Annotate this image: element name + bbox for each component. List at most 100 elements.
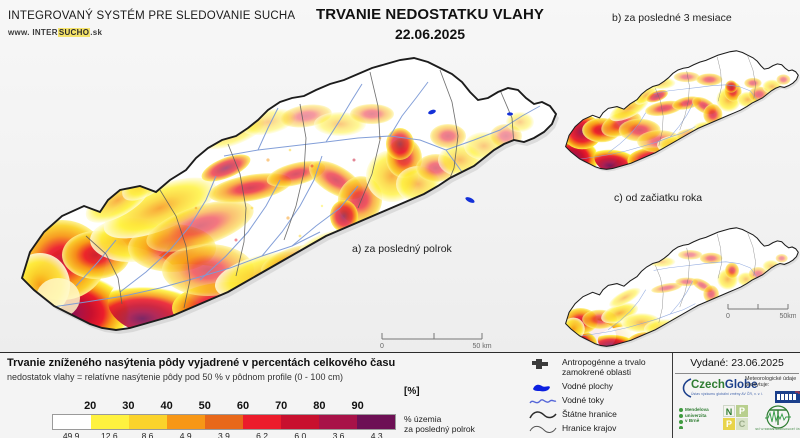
- slovakia-map-since-year-start: [564, 227, 800, 349]
- scalebar-main: 0 50 km: [380, 333, 492, 350]
- mendel-line2: univerzita: [685, 412, 707, 418]
- mendel-line1: Mendelova: [685, 407, 709, 412]
- ramp-tick-20: 20: [84, 400, 97, 412]
- slovakia-map-main: [20, 57, 559, 334]
- panel-c-label: c) od začiatku roka: [614, 192, 703, 204]
- ramp-cell-4: [205, 415, 243, 429]
- legend-title: Trvanie zníženého nasýtenia pôdy vyjadre…: [7, 357, 396, 369]
- slovakia-map-3months: [564, 50, 800, 172]
- area-share-6: 6.0: [294, 431, 307, 438]
- shmu-logo-icon: [775, 391, 800, 403]
- symbol-label-waterbody: Vodné plochy: [562, 381, 614, 391]
- area-share-3: 4.9: [179, 431, 192, 438]
- ramp-area-shares: 49.9 12.6 8.6 4.9 3.9 6.2 6.0 3.6 4.3: [52, 431, 396, 438]
- symbol-row-state-border: Štátne hranice: [528, 409, 668, 422]
- area-share-1: 12.6: [101, 431, 118, 438]
- npc-letter-n: N: [723, 405, 735, 417]
- legend-caption-line1: % územia: [404, 414, 442, 424]
- ramp-cell-3: [167, 415, 205, 429]
- scalebar-small: 0 50km: [726, 304, 796, 320]
- url-prefix: www. INTER: [8, 28, 58, 37]
- map-panel-a[interactable]: [0, 40, 560, 350]
- czechglobe-czech: Czech: [691, 379, 725, 391]
- drought-raster: [22, 58, 556, 330]
- ramp-tick-80: 80: [313, 400, 326, 412]
- czechglobe-globe: Globe: [724, 379, 758, 391]
- url-suffix: .sk: [90, 28, 103, 37]
- issued-date: Vydané: 23.06.2025: [690, 357, 784, 369]
- colour-ramp: [52, 414, 396, 430]
- npc-letter-p1: P: [736, 405, 748, 417]
- credits-panel: Vydané: 23.06.2025 CzechGlobe Ústav výzk…: [672, 353, 800, 438]
- scale-zero-small: 0: [726, 313, 730, 320]
- scale-zero-main: 0: [380, 343, 384, 350]
- ramp-cell-8: [357, 415, 395, 429]
- mendel-university-logo: Mendelova univerzita v Brně: [685, 407, 709, 424]
- ramp-cell-2: [129, 415, 167, 429]
- ramp-tick-70: 70: [275, 400, 288, 412]
- area-share-2: 8.6: [141, 431, 154, 438]
- area-share-0: 49.9: [62, 431, 80, 438]
- page-title: TRVANIE NEDOSTATKU VLAHY: [316, 6, 544, 23]
- state-border-icon: [529, 411, 557, 419]
- wetland-line2: zamokrené oblasti: [562, 367, 631, 377]
- colour-ramp-group: 20 30 40 50 60 70 80 90 49.: [52, 400, 396, 438]
- legend-panel: Trvanie zníženého nasýtenia pôdy vyjadre…: [0, 352, 800, 438]
- url-highlight: SUCHO: [57, 28, 91, 37]
- symbol-label-region-border: Hranice krajov: [562, 423, 617, 433]
- ramp-cell-5: [243, 415, 281, 429]
- legend-unit: [%]: [404, 386, 420, 397]
- ramp-cell-0: [53, 415, 91, 429]
- area-share-8: 4.3: [370, 431, 383, 438]
- logos-box: CzechGlobe Ústav výzkumu globální změny …: [675, 375, 800, 437]
- legend-caption-line2: za posledný polrok: [404, 424, 475, 434]
- map-panel-b[interactable]: [556, 38, 800, 183]
- czechglobe-arc-icon: [682, 378, 692, 398]
- panel-b-label: b) za posledné 3 mesiace: [612, 12, 732, 24]
- state-border-main: [20, 57, 558, 331]
- rivers-layer: [45, 81, 541, 309]
- scale-max-main: 50 km: [472, 343, 491, 350]
- wetland-line1: Antropogénne a trvalo: [562, 357, 646, 367]
- water-bodies: [428, 109, 513, 203]
- area-share-5: 6.2: [256, 431, 269, 438]
- website-url: www. INTERSUCHO.sk: [8, 28, 102, 37]
- legend-caption: % územia za posledný polrok: [404, 414, 475, 434]
- wetland-icon: [532, 359, 548, 369]
- czechglobe-logo-text: CzechGlobe: [691, 379, 757, 391]
- symbol-row-stream: Vodné toky: [528, 395, 668, 408]
- symbol-legend: Antropogénne a trvalo zamokrené oblasti …: [528, 357, 668, 437]
- chmu-logo-icon: ČESKÝ HYDROMETEOROLOGICKÝ ÚSTAV: [755, 405, 800, 431]
- symbol-row-waterbody: Vodné plochy: [528, 381, 668, 394]
- chmu-logo-text: ČESKÝ HYDROMETEOROLOGICKÝ ÚSTAV: [755, 426, 800, 431]
- mendel-line3: v Brně: [685, 418, 700, 424]
- ramp-tick-labels: 20 30 40 50 60 70 80 90: [52, 400, 396, 414]
- water-stream-icon: [529, 399, 557, 404]
- ramp-tick-50: 50: [198, 400, 211, 412]
- ramp-cell-1: [91, 415, 129, 429]
- symbol-row-region-border: Hranice krajov: [528, 423, 668, 436]
- ramp-cell-6: [281, 415, 319, 429]
- water-body-icon: [533, 384, 550, 392]
- organisation-title: INTEGROVANÝ SYSTÉM PRE SLEDOVANIE SUCHA: [8, 10, 296, 22]
- symbol-label-wetland: Antropogénne a trvalo zamokrené oblasti: [562, 357, 646, 377]
- panel-a-label: a) za posledný polrok: [352, 243, 452, 255]
- npc-letter-p2: P: [723, 418, 735, 430]
- page-date: 22.06.2025: [394, 26, 466, 42]
- area-share-4: 3.9: [217, 431, 230, 438]
- mendel-dots-icon: [679, 408, 683, 429]
- meteo-note: Meteorologické údaje poskytuje:: [745, 376, 797, 388]
- ramp-cell-7: [319, 415, 357, 429]
- symbol-row-wetland: Antropogénne a trvalo zamokrené oblasti: [528, 357, 668, 380]
- ramp-tick-90: 90: [351, 400, 364, 412]
- npc-logo: N P P C: [723, 405, 749, 431]
- symbol-label-stream: Vodné toky: [562, 395, 605, 405]
- ramp-tick-60: 60: [236, 400, 250, 412]
- region-borders: [85, 69, 515, 309]
- symbol-label-state-border: Štátne hranice: [562, 409, 617, 419]
- npc-letter-c: C: [736, 418, 748, 430]
- map-panel-c[interactable]: [556, 215, 800, 360]
- scale-max-small: 50km: [779, 313, 796, 320]
- region-border-icon: [529, 425, 557, 433]
